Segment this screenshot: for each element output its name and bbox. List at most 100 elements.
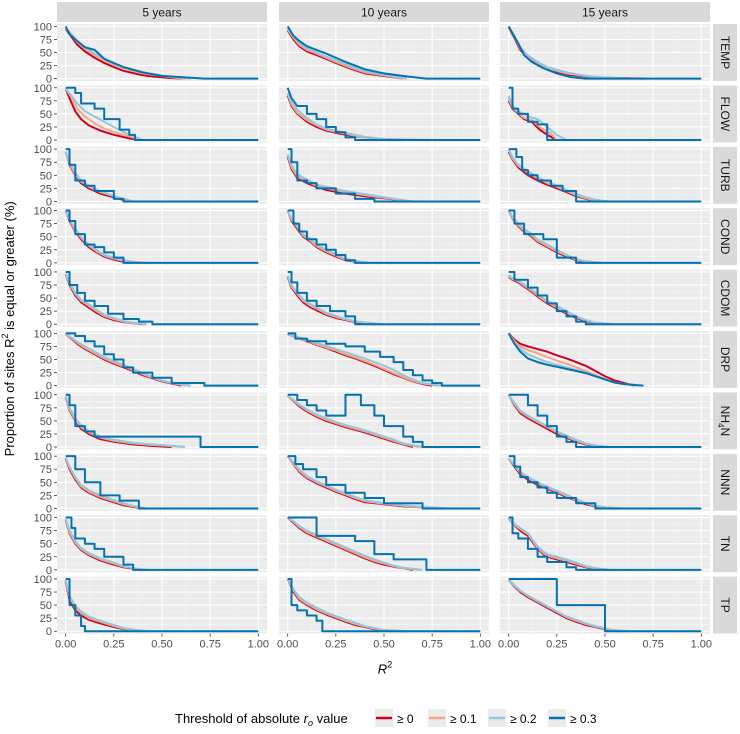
column-strip-label: 5 years bbox=[142, 6, 181, 20]
row-strip-bg bbox=[713, 453, 737, 511]
row-strip-bg bbox=[713, 24, 737, 81]
row-strip-bg bbox=[713, 269, 737, 327]
y-tick-label: 75 bbox=[40, 219, 52, 231]
column-strip-bg bbox=[500, 2, 710, 22]
row-strip-label-text: TURB bbox=[718, 159, 732, 192]
facet-panel bbox=[279, 392, 489, 450]
legend-entry-label: ≥ 0.1 bbox=[450, 712, 477, 726]
x-axis-title: R2 bbox=[378, 660, 392, 677]
x-tick-label: 1.00 bbox=[691, 639, 712, 651]
x-tick-label: 0.50 bbox=[594, 639, 615, 651]
y-axis-title-part2: is equal or greater (%) bbox=[2, 201, 17, 333]
x-axis-title-sup: 2 bbox=[387, 660, 392, 670]
row-strip-label: TP bbox=[718, 597, 732, 612]
series-line bbox=[507, 517, 609, 571]
row-strip-label: TN bbox=[718, 536, 732, 552]
x-tick-label: 0.75 bbox=[642, 639, 663, 651]
y-tick-label: 100 bbox=[34, 451, 52, 463]
series-line bbox=[64, 28, 182, 80]
y-tick-label: 75 bbox=[40, 280, 52, 292]
facet-panel bbox=[500, 24, 710, 81]
series-line bbox=[507, 25, 702, 80]
y-tick-label: 100 bbox=[34, 144, 52, 156]
row-strip-label-sub: 4 bbox=[716, 423, 725, 428]
y-tick-label: 25 bbox=[40, 122, 52, 134]
series-line bbox=[286, 154, 414, 203]
series-line bbox=[287, 577, 481, 633]
x-tick-label: 0.00 bbox=[498, 639, 519, 651]
y-tick-label: 75 bbox=[40, 157, 52, 169]
series-line bbox=[286, 92, 423, 142]
facet-panel bbox=[279, 85, 489, 143]
facet-panel bbox=[57, 85, 267, 143]
facet-panel bbox=[57, 208, 267, 266]
series-line bbox=[287, 148, 481, 203]
facet-panel bbox=[57, 515, 267, 573]
row-strip-label: NNN bbox=[718, 469, 732, 495]
y-tick-label: 50 bbox=[40, 355, 52, 367]
facet-panel bbox=[500, 208, 710, 266]
y-axes: 0255075100025507510002550751000255075100… bbox=[34, 21, 57, 638]
facet-panel bbox=[500, 331, 710, 388]
x-tick-label: 0.00 bbox=[277, 639, 298, 651]
series-line bbox=[507, 394, 609, 449]
series-line bbox=[65, 577, 259, 633]
facet-panel bbox=[500, 85, 710, 143]
y-tick-label: 50 bbox=[40, 416, 52, 428]
facet-panel bbox=[279, 146, 489, 204]
y-tick-label: 100 bbox=[34, 21, 52, 33]
legend-entry: ≥ 0.3 bbox=[548, 709, 597, 727]
row-strip: NH4N bbox=[713, 392, 737, 450]
x-tick-label: 1.00 bbox=[248, 639, 269, 651]
legend-title-base: Threshold of absolute bbox=[175, 711, 304, 726]
y-tick-label: 75 bbox=[40, 464, 52, 476]
y-tick-label: 75 bbox=[40, 341, 52, 353]
x-axis-title-base: R bbox=[378, 662, 387, 677]
column-strips: 5 years 10 years 15 years bbox=[57, 2, 710, 22]
facet-panel bbox=[500, 146, 710, 204]
series-line bbox=[287, 394, 423, 449]
y-tick-label: 50 bbox=[40, 477, 52, 489]
series-line bbox=[508, 209, 702, 264]
series-line bbox=[507, 332, 644, 387]
series-line bbox=[287, 393, 481, 449]
legend-title: Threshold of absolute ro value bbox=[175, 711, 348, 728]
x-tick-label: 0.00 bbox=[55, 639, 76, 651]
series-line bbox=[287, 516, 423, 571]
legend-entry-label: ≥ 0.2 bbox=[510, 712, 537, 726]
x-tick-label: 0.25 bbox=[325, 639, 346, 651]
column-strip: 15 years bbox=[500, 2, 710, 22]
column-strip-bg bbox=[279, 2, 489, 22]
column-strip: 10 years bbox=[279, 2, 489, 22]
y-tick-label: 0 bbox=[46, 442, 52, 454]
legend-entry-label: ≥ 0 bbox=[397, 712, 414, 726]
y-tick-label: 0 bbox=[46, 381, 52, 393]
y-tick-label: 25 bbox=[40, 368, 52, 380]
series-line bbox=[64, 518, 147, 571]
row-strip: TURB bbox=[713, 146, 737, 204]
series-line bbox=[508, 393, 702, 449]
series-line bbox=[64, 88, 140, 142]
column-strip-label: 15 years bbox=[582, 6, 628, 20]
series-line bbox=[287, 455, 481, 510]
y-tick-label: 50 bbox=[40, 48, 52, 60]
row-strip-label: FLOW bbox=[718, 97, 732, 132]
y-tick-label: 75 bbox=[40, 96, 52, 108]
y-tick-label: 75 bbox=[40, 587, 52, 599]
y-tick-label: 100 bbox=[34, 83, 52, 95]
series-line bbox=[64, 88, 143, 142]
facet-panel bbox=[279, 576, 489, 634]
row-strip-label-text: NH bbox=[718, 406, 732, 423]
facet-panel bbox=[57, 24, 267, 81]
y-tick-label: 25 bbox=[40, 429, 52, 441]
y-tick-label: 75 bbox=[40, 403, 52, 415]
row-strip-bg bbox=[713, 208, 737, 266]
facet-panel bbox=[279, 453, 489, 511]
series-line bbox=[65, 86, 259, 142]
row-strip: TN bbox=[713, 515, 737, 573]
legend-entry-label: ≥ 0.3 bbox=[570, 712, 597, 726]
series-line bbox=[286, 455, 452, 510]
series-line bbox=[286, 27, 408, 80]
series-line bbox=[64, 210, 140, 264]
